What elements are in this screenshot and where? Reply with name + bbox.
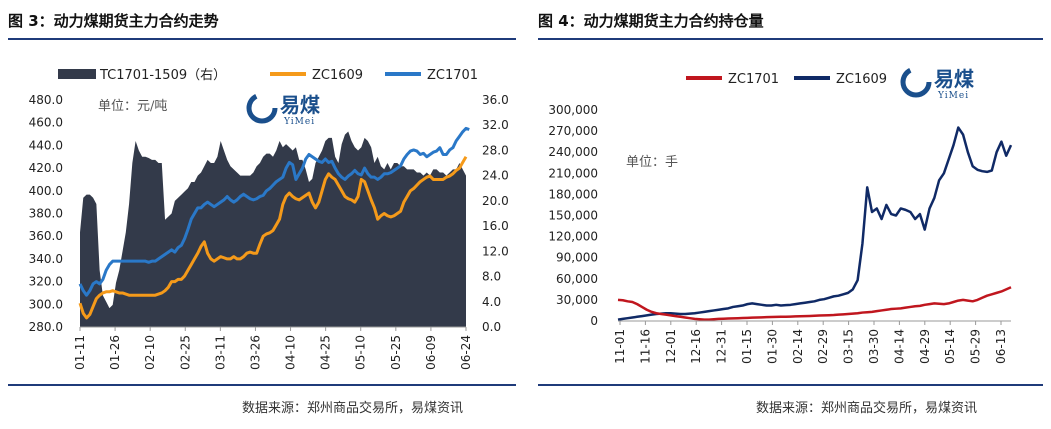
x-tick-label: 04-25 (319, 335, 333, 370)
y-tick-label: 60,000 (556, 272, 598, 286)
series-line-zc1609 (617, 126, 1013, 321)
logo-swirl-icon (246, 92, 278, 124)
x-tick-label: 02-10 (143, 335, 157, 370)
right-chart-title: 图 4：动力煤期货主力合约持仓量 (538, 12, 764, 30)
left-chart: TC1701-1509（右） ZC1609 ZC1701 280.0 300.0 320.… (29, 68, 509, 370)
x-tick-label: 11-01 (613, 329, 627, 364)
series-line-zc1701 (617, 286, 1012, 321)
logo-subtext: YiMei (937, 91, 969, 101)
left-source: 数据来源：郑州商品交易所，易煤资讯 (242, 401, 464, 416)
x-tick-label: 05-29 (969, 329, 983, 364)
y-tick-label: 240,000 (548, 145, 598, 159)
y-tick-label-left: 320.0 (29, 275, 63, 289)
x-tick-label: 12-16 (689, 329, 703, 364)
legend-swatch-tc1701-1509 (58, 69, 96, 79)
logo-swirl-icon (900, 66, 932, 98)
x-tick-label: 06-09 (424, 335, 438, 370)
y-tick-label-right: 16.0 (482, 219, 509, 233)
y-tick-label-right: 8.0 (482, 270, 501, 284)
x-tick-label: 03-11 (213, 335, 227, 370)
legend-label: ZC1701 (427, 68, 478, 83)
y-tick-label-left: 300.0 (29, 297, 63, 311)
y-tick-label-right: 32.0 (482, 118, 509, 132)
y-tick-label-left: 460.0 (29, 116, 63, 130)
y-tick-label-right: 0.0 (482, 320, 501, 334)
x-tick-label: 04-14 (892, 329, 906, 364)
series-line-zc1609 (78, 156, 468, 320)
x-tick-label: 06-24 (459, 335, 473, 370)
unit-label: 单位：元/吨 (98, 99, 167, 114)
logo-subtext: YiMei (283, 117, 315, 127)
y-tick-label: 300,000 (548, 103, 598, 117)
legend-label: TC1701-1509（右） (99, 68, 226, 83)
y-tick-label-right: 12.0 (482, 244, 509, 258)
x-tick-label: 01-26 (108, 335, 122, 370)
x-tick-label: 12-31 (715, 329, 729, 364)
right-title-rule (538, 38, 1043, 40)
x-tick-label: 04-10 (284, 335, 298, 370)
x-tick-label: 12-01 (664, 329, 678, 364)
legend-label: ZC1609 (836, 72, 887, 87)
y-tick-label-left: 480.0 (29, 93, 63, 107)
x-tick-label: 02-29 (816, 329, 830, 364)
y-tick-label: 270,000 (548, 124, 598, 138)
x-tick-label: 01-30 (765, 329, 779, 364)
y-tick-label: 30,000 (556, 293, 598, 307)
x-tick-label: 05-25 (389, 335, 403, 370)
y-tick-label-left: 340.0 (29, 252, 63, 266)
x-tick-label: 02-14 (791, 329, 805, 364)
x-tick-label: 05-14 (943, 329, 957, 364)
right-source: 数据来源：郑州商品交易所，易煤资讯 (756, 401, 978, 416)
y-tick-label: 210,000 (548, 166, 598, 180)
unit-label: 单位：手 (626, 155, 678, 170)
y-tick-label: 180,000 (548, 187, 598, 201)
y-tick-label-right: 4.0 (482, 295, 501, 309)
y-tick-label-left: 280.0 (29, 320, 63, 334)
y-tick-label: 120,000 (548, 230, 598, 244)
y-tick-label-left: 380.0 (29, 207, 63, 221)
y-tick-label-right: 36.0 (482, 93, 509, 107)
x-tick-label: 04-29 (918, 329, 932, 364)
x-tick-label: 02-25 (178, 335, 192, 370)
series-line-zc1701 (78, 126, 470, 297)
left-title-rule (8, 38, 516, 40)
y-tick-label-left: 360.0 (29, 229, 63, 243)
x-tick-label: 05-10 (354, 335, 368, 370)
x-tick-label: 01-15 (740, 329, 754, 364)
y-tick-label: 150,000 (548, 209, 598, 223)
right-chart: ZC1701 ZC1609 0 30,000 60,000 90,000 120,000 15… (548, 66, 1013, 364)
left-bottom-rule (8, 384, 516, 386)
x-tick-label: 03-15 (842, 329, 856, 364)
logo-text: 易煤 (934, 67, 974, 91)
y-tick-label: 0 (590, 314, 598, 328)
y-tick-label-left: 440.0 (29, 138, 63, 152)
x-tick-label: 03-26 (248, 335, 262, 370)
x-tick-label: 11-16 (638, 329, 652, 364)
legend-label: ZC1609 (312, 68, 363, 83)
y-tick-label-right: 24.0 (482, 169, 509, 183)
y-tick-label-left: 400.0 (29, 184, 63, 198)
x-tick-label: 01-11 (73, 335, 87, 370)
y-tick-label-left: 420.0 (29, 161, 63, 175)
x-tick-label: 03-30 (867, 329, 881, 364)
right-bottom-rule (538, 384, 1043, 386)
x-tick-label: 06-13 (994, 329, 1008, 364)
legend-label: ZC1701 (728, 72, 779, 87)
y-tick-label-right: 20.0 (482, 194, 509, 208)
y-tick-label-right: 28.0 (482, 143, 509, 157)
left-chart-title: 图 3：动力煤期货主力合约走势 (8, 12, 219, 30)
y-tick-label: 90,000 (556, 251, 598, 265)
logo-text: 易煤 (280, 93, 320, 117)
